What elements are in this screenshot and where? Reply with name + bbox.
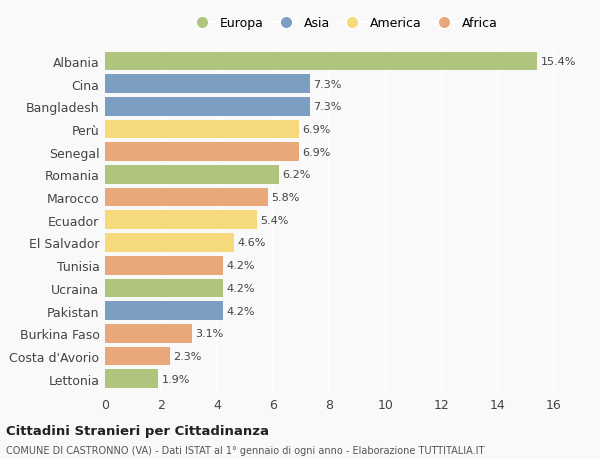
Bar (105, 188, 268, 207)
Text: 3.1%: 3.1% (196, 329, 224, 339)
Text: 4.2%: 4.2% (226, 306, 255, 316)
Bar (105, 324, 192, 343)
Text: 5.4%: 5.4% (260, 215, 288, 225)
Text: 7.3%: 7.3% (313, 79, 341, 90)
Bar (105, 143, 299, 162)
Text: 4.2%: 4.2% (226, 283, 255, 293)
Text: 6.9%: 6.9% (302, 147, 331, 157)
Bar (105, 279, 223, 297)
Bar (105, 98, 310, 117)
Text: 7.3%: 7.3% (313, 102, 341, 112)
Bar (105, 166, 279, 185)
Bar (105, 256, 223, 275)
Bar (105, 120, 299, 139)
Text: COMUNE DI CASTRONNO (VA) - Dati ISTAT al 1° gennaio di ogni anno - Elaborazione : COMUNE DI CASTRONNO (VA) - Dati ISTAT al… (6, 446, 484, 455)
Text: 1.9%: 1.9% (161, 374, 190, 384)
Text: 2.3%: 2.3% (173, 351, 201, 361)
Bar (105, 347, 170, 365)
Bar (105, 75, 310, 94)
Text: 4.2%: 4.2% (226, 261, 255, 271)
Text: 4.6%: 4.6% (238, 238, 266, 248)
Bar (105, 211, 257, 230)
Text: 15.4%: 15.4% (541, 57, 576, 67)
Legend: Europa, Asia, America, Africa: Europa, Asia, America, Africa (187, 15, 500, 33)
Bar (105, 369, 158, 388)
Text: Cittadini Stranieri per Cittadinanza: Cittadini Stranieri per Cittadinanza (6, 424, 269, 437)
Text: 5.8%: 5.8% (271, 193, 299, 203)
Bar (105, 302, 223, 320)
Bar (105, 52, 537, 71)
Bar (105, 234, 234, 252)
Text: 6.2%: 6.2% (283, 170, 311, 180)
Text: 6.9%: 6.9% (302, 125, 331, 135)
